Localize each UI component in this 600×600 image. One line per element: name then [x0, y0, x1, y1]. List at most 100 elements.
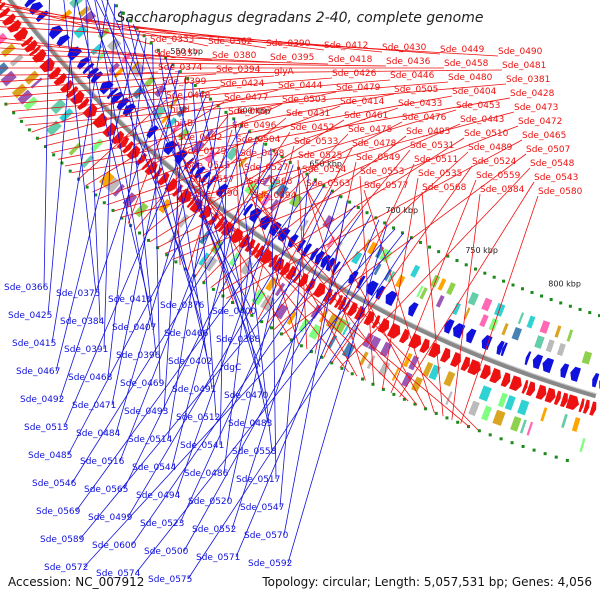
forward-label-leader [44, 89, 279, 147]
forward-label-leader [247, 185, 418, 406]
inner-tick-mark [502, 279, 506, 283]
reverse-gene-label: Sde_0388 [216, 335, 261, 345]
forward-label-leader [164, 123, 461, 254]
feature-track-block [378, 361, 391, 377]
reverse-gene-arrow [385, 290, 398, 307]
feature-track-block [0, 62, 9, 76]
forward-label-leader [195, 131, 291, 277]
forward-gene-label: Sde_0584 [480, 185, 525, 195]
outer-tick-mark [85, 185, 89, 189]
forward-gene-label: Sde_0549 [356, 153, 401, 163]
reverse-label-leader [234, 119, 273, 452]
outer-tick-mark [102, 201, 106, 205]
forward-gene-label: Sde_0404 [452, 87, 497, 97]
reverse-label-leader [279, 175, 309, 508]
reverse-gene-arrow [592, 373, 600, 388]
outer-tick-mark [52, 153, 56, 157]
forward-gene-arrow [244, 238, 256, 253]
forward-gene-label: Sde_0527 [244, 163, 288, 173]
feature-track-block [105, 177, 121, 194]
forward-gene-arrow [13, 26, 29, 41]
feature-track-block [402, 352, 413, 368]
feature-track-block [481, 405, 492, 421]
outer-tick-mark [289, 338, 293, 342]
forward-label-leader [0, 47, 271, 63]
reverse-label-leader [79, 205, 356, 540]
forward-gene-label: Sde_0503 [282, 95, 326, 105]
feature-track-block [191, 139, 205, 154]
forward-gene-label: Sde_0412 [324, 41, 368, 51]
reverse-gene-label: Sde_0546 [32, 479, 77, 489]
feature-track-block [152, 105, 167, 120]
reverse-label-leader [270, 148, 277, 480]
reverse-gene-label: Sde_0493 [124, 407, 168, 417]
reverse-label-leader [67, 125, 243, 456]
forward-gene-label: Sde_0481 [502, 61, 546, 71]
feature-track-block [240, 259, 254, 276]
forward-label-leader [314, 161, 357, 354]
feature-track-block [408, 355, 420, 371]
feature-track-block [561, 413, 568, 429]
reverse-label-leader [152, 44, 161, 384]
forward-label-leader [399, 181, 535, 398]
feature-track-block [210, 238, 225, 255]
feature-track-block [366, 355, 376, 370]
reverse-gene-arrow [296, 239, 307, 253]
outer-tick-mark [19, 119, 23, 123]
reverse-gene-label: Sde_0500 [144, 547, 189, 557]
inner-tick-mark [272, 148, 276, 152]
feature-track-block [204, 150, 217, 164]
feature-track-block [106, 37, 122, 52]
forward-gene-label: Sde_0557 [190, 175, 234, 185]
forward-gene-arrow [7, 19, 22, 33]
forward-label-leader [71, 97, 511, 173]
inner-tick-mark [193, 83, 197, 87]
forward-gene-label: Sde_0476 [402, 113, 447, 123]
forward-gene-arrow [60, 79, 74, 93]
feature-track-block [539, 320, 551, 334]
feature-track-block [379, 341, 393, 358]
forward-gene-arrow [28, 45, 41, 57]
feature-track-block [17, 89, 33, 105]
feature-track-block [468, 400, 480, 417]
forward-label-leader [218, 137, 465, 294]
forward-gene-arrow [544, 387, 556, 403]
forward-gene-label: hisH [170, 105, 190, 115]
reverse-gene-arrow [194, 165, 206, 179]
reverse-gene-label: Sde_0391 [64, 345, 108, 355]
feature-track-block [419, 287, 428, 300]
reverse-label-leader [101, 0, 205, 334]
forward-gene-label: Sde_0533 [294, 137, 338, 147]
reverse-label-leader [47, 0, 76, 316]
reverse-gene-arrow [444, 318, 455, 334]
reverse-gene-label: Sde_0484 [76, 429, 121, 439]
forward-label-leader [339, 167, 531, 368]
forward-gene-label: Sde_0458 [444, 59, 489, 69]
reverse-label-leader [179, 190, 332, 524]
forward-gene-label: Sde_0357 [154, 49, 198, 59]
feature-track-block [90, 43, 103, 56]
feature-track-block [98, 171, 115, 188]
feature-track-block [519, 419, 527, 434]
outer-tick-mark [554, 455, 558, 459]
forward-label-leader [251, 199, 479, 431]
reverse-label-leader [76, 0, 149, 300]
forward-gene-arrow [65, 85, 79, 99]
feature-track-block [446, 282, 456, 296]
forward-gene-label: Sde_0548 [530, 159, 575, 169]
forward-gene-arrow [371, 315, 381, 329]
inner-tick-mark [437, 250, 441, 254]
outer-tick-mark [381, 387, 385, 391]
reverse-gene-label: Sde_0570 [244, 531, 289, 541]
outer-tick-mark [543, 452, 547, 456]
inner-tick-mark [492, 275, 496, 279]
outer-tick-mark [488, 433, 492, 437]
feature-track-block [497, 392, 508, 408]
inner-tick-mark [156, 48, 160, 52]
feature-track-block [526, 421, 534, 436]
forward-gene-arrow [419, 338, 430, 354]
forward-gene-label: Sde_0524 [472, 157, 517, 167]
feature-track-block [244, 181, 258, 196]
inner-tick-mark [142, 34, 146, 38]
outer-tick-mark [456, 420, 460, 424]
